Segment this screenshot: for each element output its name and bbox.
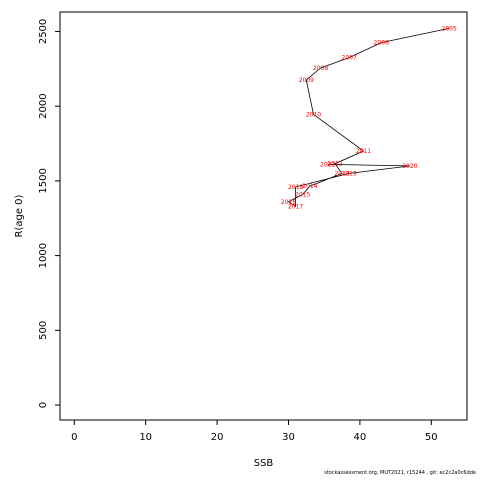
year-label-2011: 2011 bbox=[356, 148, 371, 155]
x-tick-label: 10 bbox=[139, 432, 152, 443]
x-axis-title: SSB bbox=[254, 458, 274, 469]
x-axis: 0 10 20 30 40 50 bbox=[71, 419, 438, 443]
year-label-2010: 2010 bbox=[306, 111, 321, 118]
x-tick-label: 40 bbox=[354, 432, 367, 443]
year-label-2019: 2019 bbox=[342, 170, 357, 177]
recruitment-trajectory-line bbox=[287, 28, 450, 208]
year-labels: 2005 2006 2007 2008 2009 2010 2011 2012 2013 2014… bbox=[281, 25, 457, 210]
year-label-2008: 2008 bbox=[313, 65, 328, 72]
x-tick-label: 50 bbox=[425, 432, 438, 443]
y-tick-label: 1500 bbox=[38, 168, 49, 193]
year-label-2014: 2014 bbox=[302, 183, 317, 190]
year-label-2005: 2005 bbox=[442, 25, 457, 32]
y-tick-label: 1000 bbox=[38, 243, 49, 268]
year-label-2017: 2017 bbox=[288, 203, 303, 210]
year-label-2021: 2021 bbox=[320, 161, 335, 168]
year-label-2013: 2013 bbox=[334, 170, 349, 177]
x-tick-label: 0 bbox=[71, 432, 77, 443]
x-tick-label: 30 bbox=[282, 432, 295, 443]
y-axis: 0 500 1000 1500 2000 2500 bbox=[38, 19, 61, 408]
y-tick-label: 2000 bbox=[38, 93, 49, 118]
year-label-2007: 2007 bbox=[342, 55, 357, 62]
plot-frame bbox=[59, 11, 468, 421]
year-label-2009: 2009 bbox=[299, 77, 314, 84]
y-tick-label: 0 bbox=[38, 402, 49, 408]
year-label-2016: 2016 bbox=[281, 199, 296, 206]
x-tick-label: 20 bbox=[211, 432, 224, 443]
y-tick-label: 2500 bbox=[38, 19, 49, 44]
year-label-2012: 2012 bbox=[327, 161, 342, 168]
year-label-2015: 2015 bbox=[295, 191, 310, 198]
year-label-2020: 2020 bbox=[402, 163, 417, 170]
y-axis-title: R(age 0) bbox=[14, 194, 25, 237]
year-label-2018: 2018 bbox=[288, 184, 303, 191]
footer-credit: stockassessment.org, MUT2021, r15244 , g… bbox=[324, 470, 476, 476]
y-tick-label: 500 bbox=[38, 321, 49, 340]
year-label-2006: 2006 bbox=[374, 40, 389, 47]
